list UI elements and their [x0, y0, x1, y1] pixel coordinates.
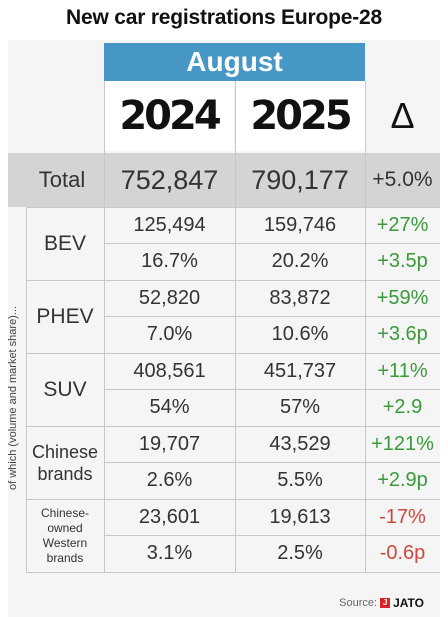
month-header: August: [104, 43, 365, 81]
cell-2025: 159,746: [263, 213, 337, 236]
row-inner-divider: [104, 389, 440, 390]
cell-delta: -0.6p: [379, 541, 426, 564]
cell-2025: 2.5%: [277, 541, 323, 564]
column-divider: [365, 81, 366, 572]
cell-2025: 20.2%: [271, 249, 329, 272]
cell-delta: +2.9: [382, 395, 423, 418]
cell-2025: 451,737: [263, 359, 337, 382]
jato-logo-text: JATO: [393, 596, 424, 610]
cell-delta: +27%: [376, 213, 429, 236]
row-label: Chinese-owned Western brands: [40, 505, 90, 565]
delta-header: Δ: [390, 95, 415, 136]
cell-2025: 57%: [279, 395, 321, 418]
cell-2024: 3.1%: [146, 541, 193, 564]
cell-2025: 43,529: [269, 432, 331, 455]
cell-2024: 52,820: [138, 286, 201, 309]
cell-2025: 790,177: [251, 164, 349, 195]
cell-delta: +121%: [371, 432, 434, 455]
row-label: SUV: [43, 377, 87, 401]
row-divider: [26, 353, 440, 354]
source-credit: Source: J JATO: [339, 596, 424, 610]
jato-logo-icon: J: [380, 598, 391, 608]
cell-delta: +3.5p: [377, 249, 428, 272]
row-divider: [26, 499, 440, 500]
column-divider: [26, 207, 27, 572]
row-divider: [26, 426, 440, 427]
cell-2025: 10.6%: [271, 322, 329, 345]
cell-2024: 125,494: [133, 213, 206, 236]
cell-2025: 5.5%: [277, 468, 323, 491]
source-prefix: Source:: [339, 597, 378, 609]
cell-2025: 19,613: [269, 505, 331, 528]
column-divider: [235, 81, 236, 572]
total-row-bg: [8, 153, 440, 207]
cell-2024: 408,561: [133, 359, 206, 382]
cell-delta: +5.0%: [372, 168, 433, 191]
cell-delta: -17%: [379, 505, 426, 528]
row-label: PHEV: [36, 304, 94, 328]
row-label: BEV: [43, 231, 87, 255]
chart-title: New car registrations Europe-28: [66, 6, 382, 29]
row-divider: [26, 572, 440, 573]
year-2024-header: 2024: [104, 81, 234, 151]
cell-delta: +11%: [377, 359, 428, 382]
cell-2024: 16.7%: [141, 249, 198, 272]
cell-delta: +2.9p: [377, 468, 428, 491]
column-divider: [104, 81, 105, 572]
cell-2024: 7.0%: [146, 322, 193, 345]
row-inner-divider: [104, 316, 440, 317]
year-2025-header: 2025: [235, 81, 365, 151]
cell-2025: 83,872: [269, 286, 331, 309]
cell-2024: 54%: [149, 395, 190, 418]
row-inner-divider: [104, 535, 440, 536]
side-axis-label: of which (volume and market share)...: [7, 305, 19, 490]
row-inner-divider: [104, 462, 440, 463]
row-inner-divider: [104, 243, 440, 244]
row-label: Total: [38, 167, 86, 192]
cell-delta: +59%: [376, 286, 429, 309]
cell-2024: 752,847: [120, 164, 219, 195]
row-label: Chinese brands: [31, 441, 99, 484]
row-divider: [26, 207, 440, 208]
cell-2024: 2.6%: [146, 468, 193, 491]
cell-2024: 19,707: [138, 432, 201, 455]
cell-delta: +3.6p: [377, 322, 428, 345]
row-divider: [26, 280, 440, 281]
cell-2024: 23,601: [138, 505, 201, 528]
